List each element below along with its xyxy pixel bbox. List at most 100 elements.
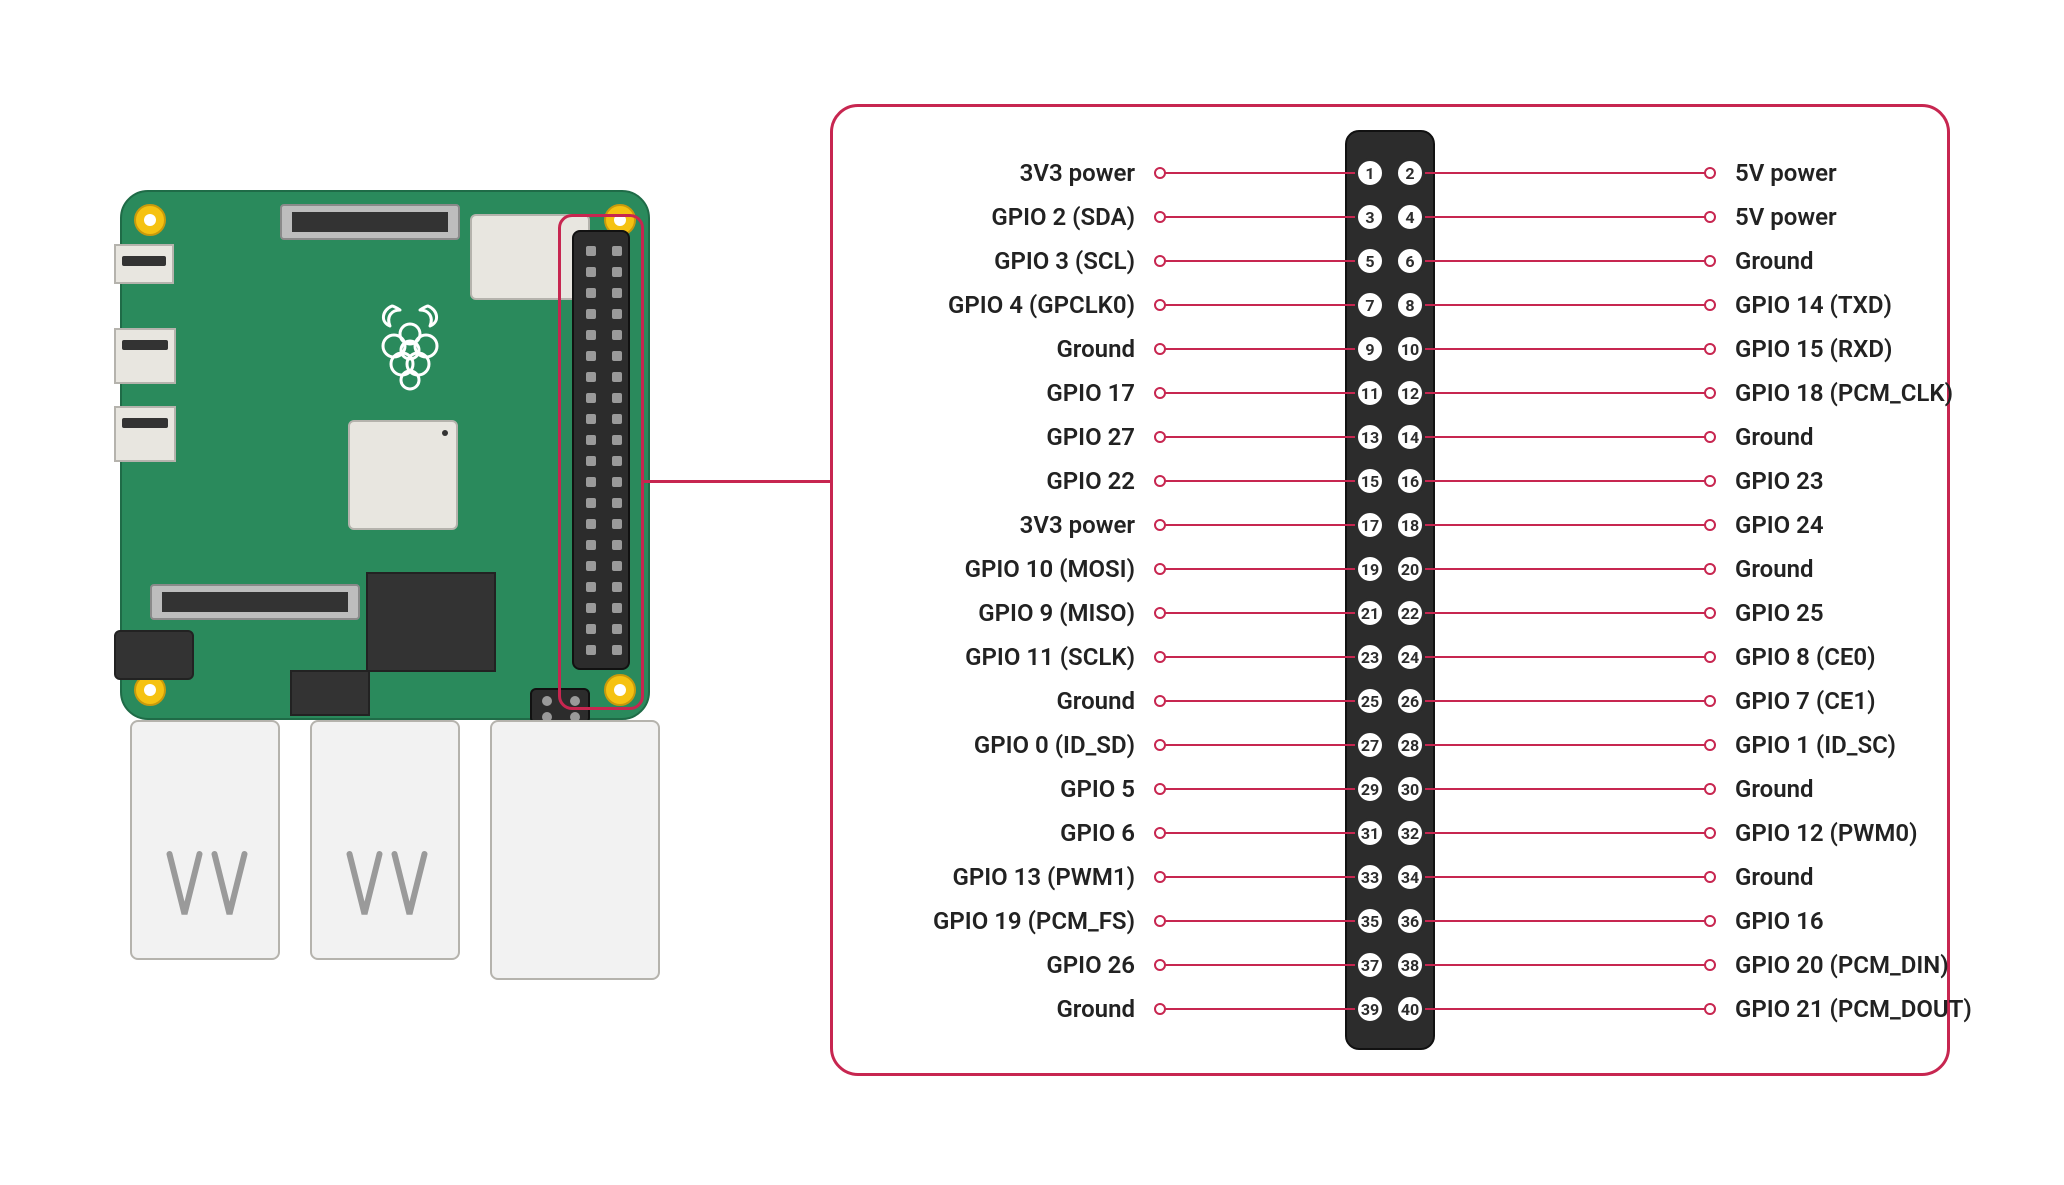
pin-label: 3V3 power <box>1020 159 1135 187</box>
leader-line <box>1425 392 1710 394</box>
pin-8: 8 <box>1395 290 1425 320</box>
pin-number: 39 <box>1361 1000 1379 1019</box>
leader-line <box>1425 524 1710 526</box>
leader-line <box>1425 260 1710 262</box>
pin-label: Ground <box>1735 247 1814 275</box>
pin-number: 31 <box>1361 824 1379 843</box>
pin-label: GPIO 6 <box>1060 819 1135 847</box>
pin-label: GPIO 25 <box>1735 599 1824 627</box>
leader-line <box>1425 568 1710 570</box>
raspberry-pi-logo-icon <box>370 296 450 396</box>
leader-dot <box>1704 607 1716 619</box>
pin-label: GPIO 26 <box>1046 951 1135 979</box>
pin-number: 10 <box>1401 340 1419 359</box>
hdmi2 <box>114 406 176 462</box>
pin-number: 14 <box>1401 428 1419 447</box>
pin-13: 13 <box>1355 422 1385 452</box>
leader-dot <box>1154 695 1166 707</box>
pin-label: Ground <box>1056 687 1135 715</box>
pin-number: 13 <box>1361 428 1379 447</box>
pin-number: 9 <box>1365 340 1374 359</box>
pin-14: 14 <box>1395 422 1425 452</box>
leader-line <box>1425 744 1710 746</box>
pin-number: 32 <box>1401 824 1419 843</box>
pin-label: GPIO 19 (PCM_FS) <box>933 907 1135 935</box>
pin-number: 35 <box>1361 912 1379 931</box>
leader-line <box>1425 964 1710 966</box>
leader-line <box>1425 788 1710 790</box>
pin-label: Ground <box>1735 775 1814 803</box>
pin-label: GPIO 8 (CE0) <box>1735 643 1876 671</box>
leader-line <box>1160 172 1355 174</box>
leader-dot <box>1704 475 1716 487</box>
pin-label: GPIO 14 (TXD) <box>1735 291 1892 319</box>
pin-label: GPIO 15 (RXD) <box>1735 335 1892 363</box>
leader-dot <box>1704 695 1716 707</box>
leader-dot <box>1154 1003 1166 1015</box>
pin-label: GPIO 5 <box>1060 775 1135 803</box>
leader-line <box>1160 788 1355 790</box>
leader-dot <box>1704 915 1716 927</box>
leader-dot <box>1704 387 1716 399</box>
leader-dot <box>1704 739 1716 751</box>
pin-40: 40 <box>1395 994 1425 1024</box>
leader-line <box>1160 436 1355 438</box>
leader-line <box>1425 700 1710 702</box>
leader-line <box>1160 1008 1355 1010</box>
usb2-port <box>310 720 460 960</box>
pin-23: 23 <box>1355 642 1385 672</box>
leader-line <box>1425 876 1710 878</box>
leader-line <box>1425 436 1710 438</box>
leader-line <box>1160 480 1355 482</box>
leader-line <box>1160 744 1355 746</box>
pin-number: 36 <box>1401 912 1419 931</box>
leader-line <box>1425 304 1710 306</box>
pin-15: 15 <box>1355 466 1385 496</box>
pin-number: 7 <box>1365 296 1374 315</box>
pin-31: 31 <box>1355 818 1385 848</box>
pin-number: 28 <box>1401 736 1419 755</box>
pin-label: GPIO 23 <box>1735 467 1824 495</box>
leader-dot <box>1154 871 1166 883</box>
pin-5: 5 <box>1355 246 1385 276</box>
pin-label: 5V power <box>1735 203 1837 231</box>
leader-line <box>1425 1008 1710 1010</box>
pin-label: GPIO 1 (ID_SC) <box>1735 731 1896 759</box>
pin-number: 2 <box>1405 164 1414 183</box>
pin-16: 16 <box>1395 466 1425 496</box>
pin-label: Ground <box>1735 555 1814 583</box>
pin-19: 19 <box>1355 554 1385 584</box>
pin-6: 6 <box>1395 246 1425 276</box>
pin-24: 24 <box>1395 642 1425 672</box>
pin-number: 27 <box>1361 736 1379 755</box>
pin-number: 40 <box>1401 1000 1419 1019</box>
pin-label: Ground <box>1735 863 1814 891</box>
pin-number: 3 <box>1365 208 1374 227</box>
pin-label: GPIO 7 (CE1) <box>1735 687 1876 715</box>
pin-label: 3V3 power <box>1020 511 1135 539</box>
pin-number: 37 <box>1361 956 1379 975</box>
leader-dot <box>1154 255 1166 267</box>
leader-dot <box>1154 343 1166 355</box>
leader-line <box>1425 920 1710 922</box>
pin-number: 25 <box>1361 692 1379 711</box>
leader-line <box>1160 964 1355 966</box>
pin-number: 8 <box>1405 296 1414 315</box>
leader-dot <box>1704 431 1716 443</box>
audio-jack <box>114 630 194 680</box>
pin-label: GPIO 16 <box>1735 907 1824 935</box>
leader-dot <box>1704 1003 1716 1015</box>
pin-label: GPIO 12 (PWM0) <box>1735 819 1918 847</box>
leader-dot <box>1704 651 1716 663</box>
leader-line <box>1160 656 1355 658</box>
pin-number: 33 <box>1361 868 1379 887</box>
leader-dot <box>1704 255 1716 267</box>
pin-number: 12 <box>1401 384 1419 403</box>
pin-20: 20 <box>1395 554 1425 584</box>
pin-number: 26 <box>1401 692 1419 711</box>
hdmi1 <box>114 328 176 384</box>
pin-label: GPIO 11 (SCLK) <box>965 643 1135 671</box>
pin-label: GPIO 10 (MOSI) <box>965 555 1135 583</box>
pin-label: GPIO 27 <box>1046 423 1135 451</box>
leader-line <box>1160 216 1355 218</box>
